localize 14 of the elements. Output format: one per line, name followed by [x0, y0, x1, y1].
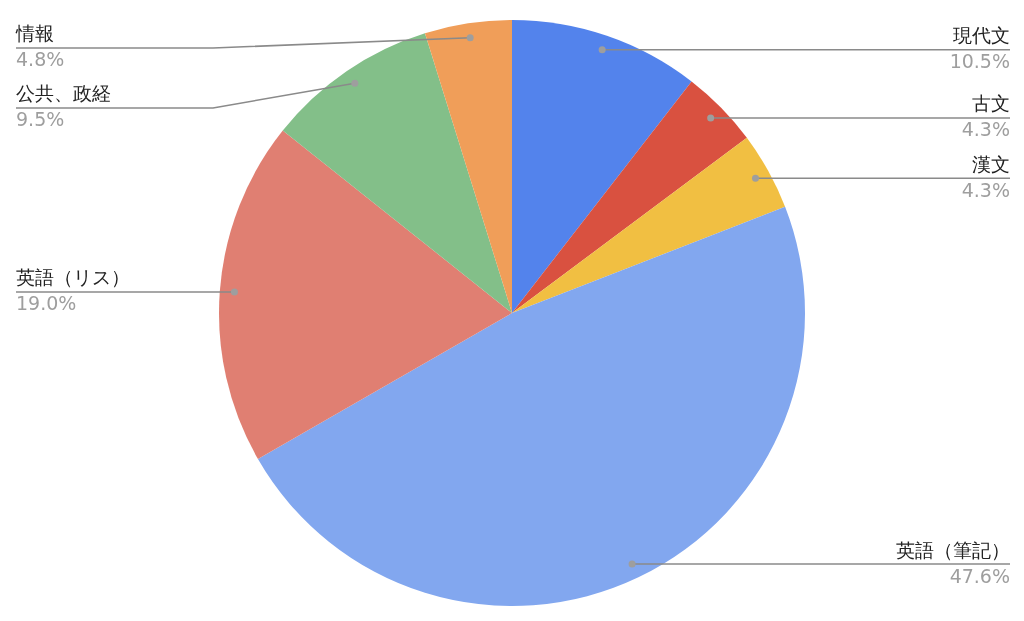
slice-label: 英語（筆記） [896, 538, 1010, 561]
slice-label: 公共、政経 [16, 82, 111, 105]
data-label: 4.3% [961, 178, 1010, 201]
data-label: 4.8% [16, 48, 65, 71]
slice-label: 英語（リス） [16, 266, 130, 289]
slice-label: 情報 [15, 22, 54, 45]
data-label: 47.6% [949, 564, 1010, 587]
slice-label: 現代文 [953, 24, 1010, 47]
data-label: 10.5% [949, 50, 1010, 73]
data-label: 4.3% [961, 118, 1010, 141]
data-label: 19.0% [16, 292, 77, 315]
slice-label: 漢文 [972, 152, 1010, 175]
slice-label: 古文 [972, 92, 1010, 115]
data-label: 9.5% [16, 108, 65, 131]
